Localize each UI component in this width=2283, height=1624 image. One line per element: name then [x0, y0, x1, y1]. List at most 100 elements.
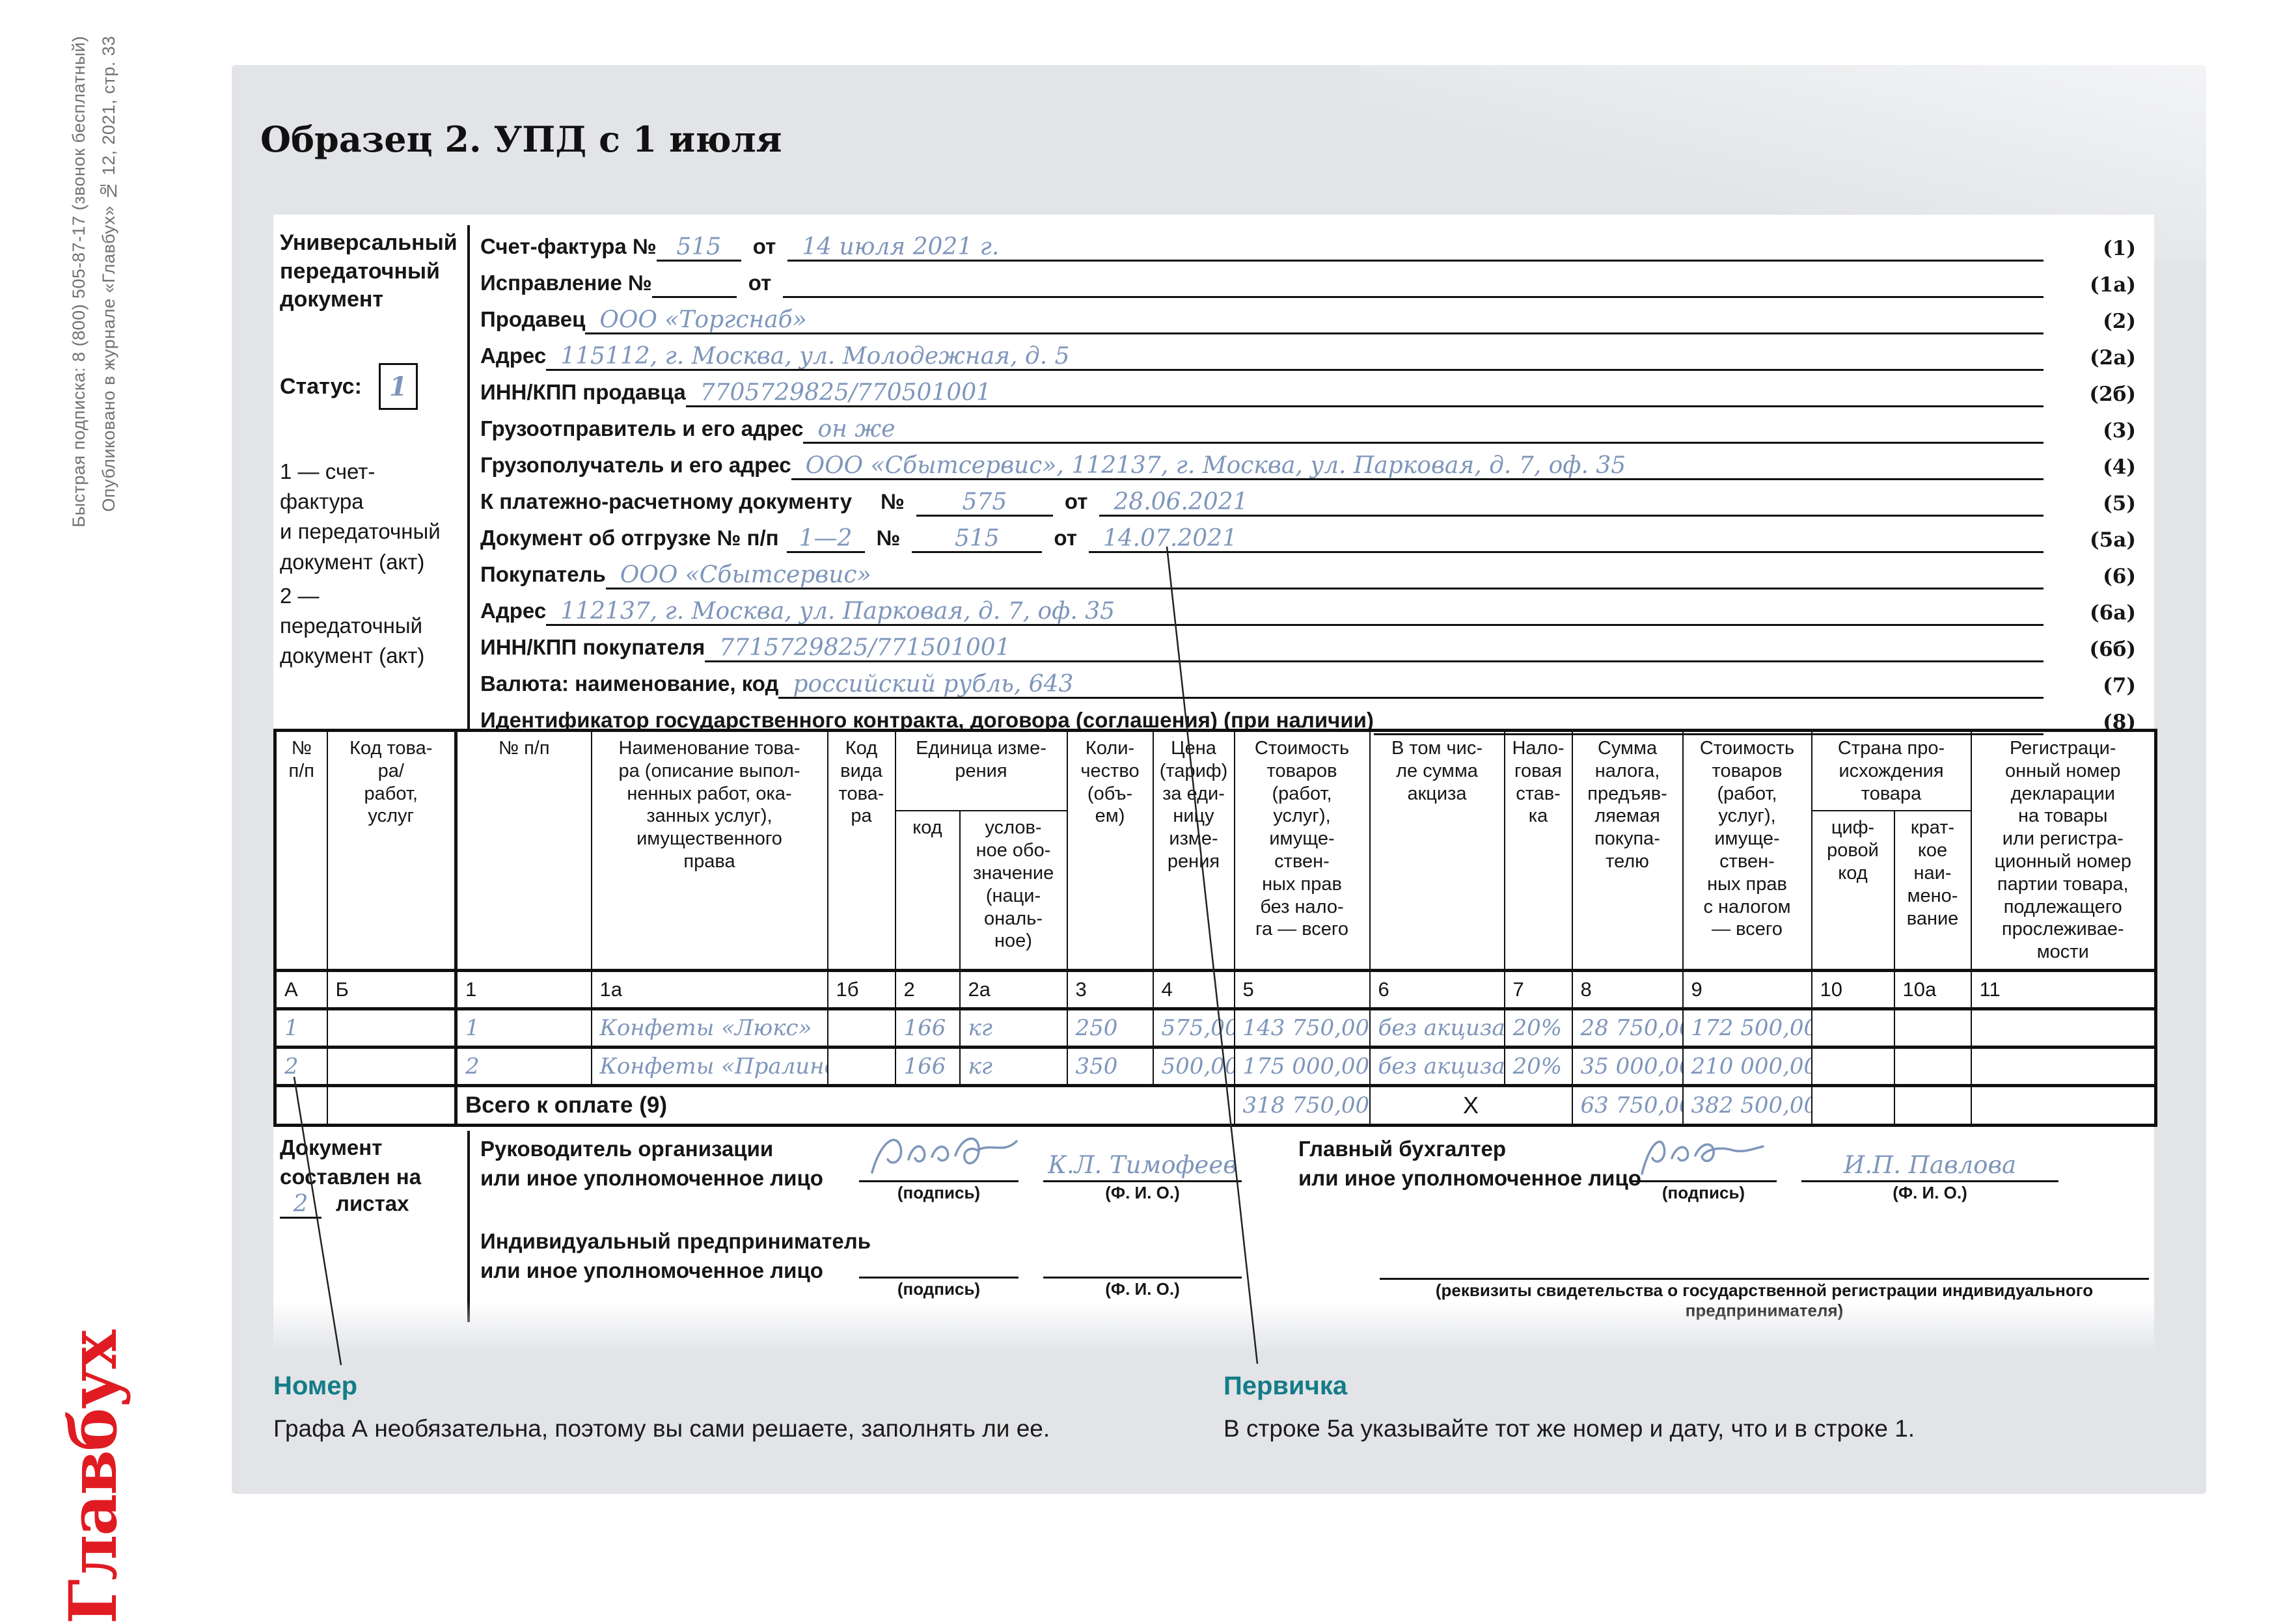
row-shipping-document: Документ об отгрузке № п/п 1—2 № 515 от … — [480, 517, 2154, 553]
head-of-org-label: Руководитель организации или иное уполно… — [480, 1137, 823, 1190]
col-letter: 11 — [1970, 968, 2157, 1010]
row-mid-label: от — [1054, 526, 1077, 550]
note-number-title: Номер — [273, 1372, 358, 1400]
row-mid-label: от — [752, 234, 776, 258]
row-buyer-address: Адрес 112137, г. Москва, ул. Парковая, д… — [480, 589, 2154, 626]
currency-field: российский рубль, 643 — [778, 667, 2044, 699]
col-letter: 8 — [1571, 968, 1684, 1010]
cell — [326, 1085, 457, 1126]
correction-date-field — [783, 266, 2044, 298]
row-payment-document: К платежно-расчетному документу № 575 от… — [480, 480, 2154, 517]
row-mid-label: от — [1064, 489, 1088, 513]
name-caption: (Ф. И. О.) — [1893, 1183, 1967, 1202]
cell: 20% — [1503, 1046, 1573, 1087]
cell: без акциза — [1369, 1008, 1505, 1049]
col-letter: Б — [326, 968, 457, 1010]
col-letter: 1а — [590, 968, 828, 1010]
cell: 35 000,00 — [1571, 1046, 1684, 1087]
col-letter: А — [274, 968, 328, 1010]
cell: 28 750,00 — [1571, 1008, 1684, 1049]
row-label: ИНН/КПП продавца — [480, 380, 686, 404]
cell — [1893, 1008, 1972, 1049]
ip-registration-caption: (реквизиты свидетельства о государственн… — [1435, 1280, 2094, 1320]
head-signature-line: (подпись) — [859, 1131, 1018, 1202]
accountant-signature-line: (подпись) — [1630, 1131, 1777, 1202]
ip-signature-line: (подпись) — [859, 1231, 1018, 1299]
shipper-field: он же — [803, 412, 2044, 444]
col-letter: 1б — [827, 968, 896, 1010]
col-letter: 10 — [1811, 968, 1895, 1010]
chief-accountant-label: Главный бухгалтер или иное уполномоченно… — [1298, 1137, 1641, 1190]
row-label: Грузоотправитель и его адрес — [480, 416, 804, 440]
sheets-count-field: 2 — [280, 1183, 321, 1219]
col-letter: 2а — [959, 968, 1068, 1010]
cell: Конфеты «Люкс» — [590, 1008, 828, 1049]
cell — [1811, 1046, 1895, 1087]
row-label: ИНН/КПП покупателя — [480, 635, 705, 659]
row-buyer: Покупатель ООО «Сбытсервис» (6) — [480, 553, 2154, 589]
name-caption: (Ф. И. О.) — [1105, 1279, 1180, 1299]
cell — [1970, 1046, 2157, 1087]
col-header-unit: Единица изме- рения — [894, 729, 1068, 812]
cell: без акциза — [1369, 1046, 1505, 1087]
row-number-mark: (2а) — [2090, 346, 2136, 370]
row-label: Покупатель — [480, 562, 606, 586]
col-header-country-code: циф- ровой код — [1811, 810, 1895, 971]
cell: 350 — [1066, 1046, 1154, 1087]
header-divider-line — [467, 225, 470, 730]
cell: 1 — [274, 1008, 328, 1049]
chief-accountant-signature-block: (подпись) И.П. Павлова (Ф. И. О.) — [1630, 1131, 2058, 1202]
status-value: 1 — [389, 371, 407, 402]
col-header-excise: В том чис- ле сумма акциза — [1369, 729, 1505, 971]
cell: 143 750,00 — [1233, 1008, 1371, 1049]
note-number-text: Графа А необязательна, поэтому вы сами р… — [273, 1415, 1050, 1442]
cell — [1970, 1008, 2157, 1049]
individual-entrepreneur-label: Индивидуальный предприниматель или иное … — [480, 1229, 871, 1282]
invoice-date-field: 14 июля 2021 г. — [787, 230, 2044, 262]
column-letters-row: А Б 1 1а 1б 2 2а 3 4 5 6 7 8 9 10 10а 11 — [274, 968, 2157, 1010]
row-number-mark: (2) — [2103, 310, 2136, 333]
cell — [326, 1008, 457, 1049]
cell — [1893, 1085, 1972, 1126]
row-shipper: Грузоотправитель и его адрес он же (3) — [480, 407, 2154, 444]
row-label: Адрес — [480, 344, 547, 368]
ip-signature-block: (подпись) (Ф. И. О.) — [859, 1231, 1242, 1299]
cell: кг — [959, 1046, 1068, 1087]
shipping-doc-pp-field: 1—2 — [786, 521, 865, 553]
cell — [1970, 1085, 2157, 1126]
row-number-mark: (5а) — [2090, 528, 2136, 552]
col-letter: 2 — [894, 968, 961, 1010]
status-label: Статус: — [280, 373, 362, 399]
ip-name-line: (Ф. И. О.) — [1043, 1231, 1242, 1299]
head-name-line: К.Л. Тимофеев (Ф. И. О.) — [1043, 1131, 1242, 1202]
col-letter: 1 — [454, 968, 592, 1010]
col-header-tax-rate: Нало- говая став- ка — [1503, 729, 1573, 971]
signature-divider-line — [467, 1131, 470, 1322]
cell: Конфеты «Пралине» — [590, 1046, 828, 1087]
invoice-number-field: 515 — [656, 230, 741, 262]
consignee-field: ООО «Сбытсервис», 112137, г. Москва, ул.… — [791, 448, 2044, 480]
row-label: Грузополучатель и его адрес — [480, 453, 791, 477]
cell: 500,00 — [1152, 1046, 1235, 1087]
ip-registration-line: (реквизиты свидетельства о государственн… — [1380, 1231, 2149, 1320]
upd-form: Универсальный передаточный документ Стат… — [273, 215, 2158, 1353]
total-row: Всего к оплате (9) 318 750,00 X 63 750,0… — [274, 1085, 2157, 1126]
col-letter: 4 — [1152, 968, 1235, 1010]
buyer-field: ООО «Сбытсервис» — [605, 558, 2044, 589]
cell: 172 500,00 — [1682, 1008, 1812, 1049]
correction-number-field — [651, 266, 737, 298]
cell: 166 — [894, 1046, 961, 1087]
shipping-doc-date-field: 14.07.2021 — [1088, 521, 2044, 553]
row-number-mark: (1а) — [2090, 273, 2136, 297]
row-label: Счет-фактура № — [480, 234, 657, 258]
glavbukh-logo: Главбух — [55, 1331, 131, 1624]
col-header-goods-name: Наименование това- ра (описание выпол- н… — [590, 729, 828, 971]
row-label: Исправление № — [480, 271, 652, 295]
row-label: Продавец — [480, 307, 586, 331]
total-label: Всего к оплате (9) — [454, 1085, 1235, 1126]
col-letter: 9 — [1682, 968, 1812, 1010]
row-number-mark: (7) — [2103, 674, 2136, 697]
status-row: Статус: 1 — [280, 363, 418, 410]
cell: 210 000,00 — [1682, 1046, 1812, 1087]
head-of-org-signature-block: (подпись) К.Л. Тимофеев (Ф. И. О.) — [859, 1131, 1242, 1202]
